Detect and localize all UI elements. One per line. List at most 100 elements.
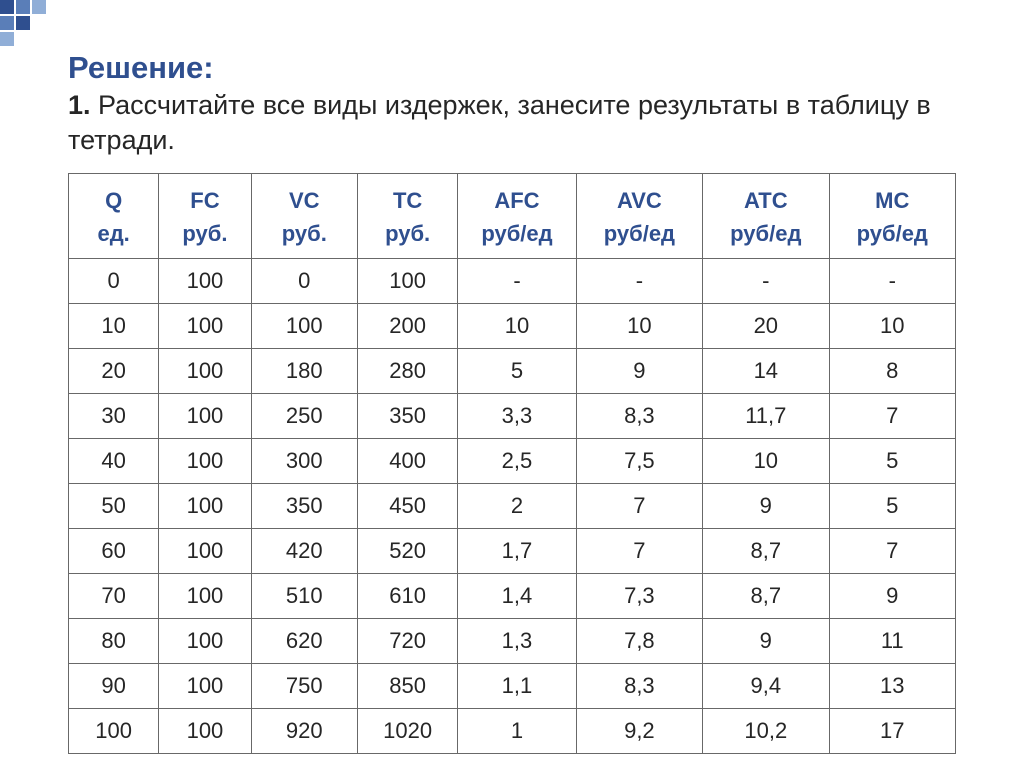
table-cell: 5 xyxy=(458,349,576,394)
table-cell: 13 xyxy=(829,664,955,709)
table-cell: 200 xyxy=(357,304,457,349)
table-cell: 14 xyxy=(703,349,829,394)
table-cell: 100 xyxy=(159,529,251,574)
table-cell: 5 xyxy=(829,439,955,484)
table-cell: 8,7 xyxy=(703,529,829,574)
table-cell: 8 xyxy=(829,349,955,394)
table-cell: 2,5 xyxy=(458,439,576,484)
table-cell: 11 xyxy=(829,619,955,664)
table-cell: - xyxy=(829,259,955,304)
table-row: 301002503503,38,311,77 xyxy=(69,394,956,439)
table-cell: 8,3 xyxy=(576,394,702,439)
table-cell: 3,3 xyxy=(458,394,576,439)
decoration-square xyxy=(16,16,30,30)
table-body: 01000100----1010010020010102010201001802… xyxy=(69,259,956,754)
decoration-square xyxy=(0,0,14,14)
table-cell: 10,2 xyxy=(703,709,829,754)
column-header: MCруб/ед xyxy=(829,174,955,259)
table-cell: 7 xyxy=(576,529,702,574)
table-cell: 0 xyxy=(251,259,357,304)
table-cell: 20 xyxy=(703,304,829,349)
table-cell: 10 xyxy=(829,304,955,349)
table-cell: 510 xyxy=(251,574,357,619)
table-cell: 9 xyxy=(703,619,829,664)
decoration-square xyxy=(0,32,14,46)
table-cell: 100 xyxy=(159,484,251,529)
table-cell: 100 xyxy=(159,439,251,484)
column-label: VC xyxy=(289,188,320,213)
table-cell: 5 xyxy=(829,484,955,529)
column-unit: руб/ед xyxy=(830,217,955,250)
table-row: 401003004002,57,5105 xyxy=(69,439,956,484)
table-cell: 7,8 xyxy=(576,619,702,664)
table-cell: 7,5 xyxy=(576,439,702,484)
table-cell: 1,7 xyxy=(458,529,576,574)
table-cell: 70 xyxy=(69,574,159,619)
table-cell: 17 xyxy=(829,709,955,754)
table-row: 2010018028059148 xyxy=(69,349,956,394)
table-cell: - xyxy=(458,259,576,304)
table-cell: 250 xyxy=(251,394,357,439)
slide-title: Решение: xyxy=(68,50,214,85)
table-cell: 9 xyxy=(576,349,702,394)
table-cell: 60 xyxy=(69,529,159,574)
subtitle-text: Рассчитайте все виды издержек, занесите … xyxy=(68,90,931,155)
column-header: Qед. xyxy=(69,174,159,259)
table-cell: 50 xyxy=(69,484,159,529)
table-cell: 7 xyxy=(576,484,702,529)
column-unit: руб/ед xyxy=(458,217,575,250)
table-cell: - xyxy=(576,259,702,304)
cost-table: Qед.FCруб.VCруб.TCруб.AFCруб/едAVCруб/ед… xyxy=(68,173,956,754)
table-row: 501003504502795 xyxy=(69,484,956,529)
table-cell: 100 xyxy=(357,259,457,304)
table-cell: 2 xyxy=(458,484,576,529)
corner-decoration xyxy=(0,0,60,50)
column-unit: руб. xyxy=(159,217,250,250)
title-block: Решение: 1. Рассчитайте все виды издерже… xyxy=(68,50,956,157)
table-cell: 1,3 xyxy=(458,619,576,664)
table-cell: 180 xyxy=(251,349,357,394)
table-cell: 100 xyxy=(159,259,251,304)
table-cell: 100 xyxy=(69,709,159,754)
column-label: AVC xyxy=(617,188,662,213)
table-cell: 100 xyxy=(159,304,251,349)
table-cell: 40 xyxy=(69,439,159,484)
decoration-square xyxy=(32,0,46,14)
table-cell: 100 xyxy=(159,394,251,439)
content-area: Решение: 1. Рассчитайте все виды издерже… xyxy=(0,0,1024,754)
table-cell: 90 xyxy=(69,664,159,709)
table-cell: 100 xyxy=(159,349,251,394)
table-row: 100100920102019,210,217 xyxy=(69,709,956,754)
column-header: FCруб. xyxy=(159,174,251,259)
table-cell: 9,2 xyxy=(576,709,702,754)
table-cell: 350 xyxy=(251,484,357,529)
table-cell: 10 xyxy=(69,304,159,349)
column-unit: руб. xyxy=(358,217,457,250)
table-cell: 280 xyxy=(357,349,457,394)
table-cell: 100 xyxy=(251,304,357,349)
table-cell: 920 xyxy=(251,709,357,754)
table-cell: 10 xyxy=(703,439,829,484)
table-cell: 1020 xyxy=(357,709,457,754)
table-cell: 9 xyxy=(703,484,829,529)
table-cell: 1,4 xyxy=(458,574,576,619)
table-cell: 610 xyxy=(357,574,457,619)
column-label: TC xyxy=(393,188,422,213)
table-cell: 100 xyxy=(159,664,251,709)
table-cell: 10 xyxy=(458,304,576,349)
table-cell: 100 xyxy=(159,574,251,619)
table-cell: 750 xyxy=(251,664,357,709)
column-header: VC руб. xyxy=(251,174,357,259)
table-cell: 80 xyxy=(69,619,159,664)
table-cell: 620 xyxy=(251,619,357,664)
table-cell: 850 xyxy=(357,664,457,709)
column-unit: руб. xyxy=(252,217,357,250)
table-cell: 8,7 xyxy=(703,574,829,619)
table-cell: - xyxy=(703,259,829,304)
table-cell: 9 xyxy=(829,574,955,619)
table-cell: 30 xyxy=(69,394,159,439)
column-unit: руб/ед xyxy=(577,217,702,250)
table-cell: 100 xyxy=(159,709,251,754)
table-cell: 520 xyxy=(357,529,457,574)
table-row: 701005106101,47,38,79 xyxy=(69,574,956,619)
